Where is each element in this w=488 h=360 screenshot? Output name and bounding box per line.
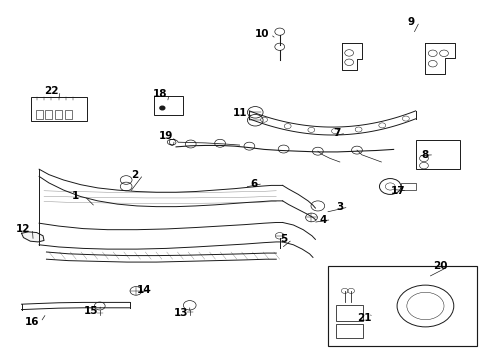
Bar — [415, 140, 459, 169]
Text: 5: 5 — [280, 234, 286, 244]
Text: 11: 11 — [232, 108, 246, 118]
Text: 9: 9 — [407, 17, 413, 27]
Bar — [335, 305, 362, 321]
Text: 19: 19 — [159, 131, 173, 141]
Polygon shape — [21, 232, 44, 242]
Circle shape — [160, 106, 164, 110]
Bar — [400, 183, 415, 190]
Text: 17: 17 — [390, 186, 405, 196]
Text: 13: 13 — [173, 308, 188, 318]
Text: 8: 8 — [421, 150, 428, 160]
Text: 16: 16 — [24, 317, 39, 327]
Text: 1: 1 — [72, 191, 79, 201]
Bar — [55, 110, 62, 119]
Text: 2: 2 — [131, 170, 138, 180]
Text: 20: 20 — [432, 261, 447, 271]
Text: 4: 4 — [318, 215, 326, 225]
Bar — [45, 110, 52, 119]
Text: 22: 22 — [44, 86, 59, 96]
Bar — [154, 96, 183, 115]
Text: 7: 7 — [333, 128, 341, 138]
Text: 6: 6 — [250, 179, 257, 189]
Text: 21: 21 — [356, 312, 371, 323]
Bar — [335, 324, 362, 338]
Text: 12: 12 — [16, 224, 31, 234]
Text: 14: 14 — [137, 285, 151, 295]
Text: 15: 15 — [83, 306, 98, 316]
Text: 10: 10 — [254, 29, 268, 39]
Text: 18: 18 — [153, 89, 167, 99]
Text: 3: 3 — [336, 202, 343, 212]
Bar — [65, 110, 72, 119]
Bar — [31, 97, 87, 121]
Bar — [327, 266, 476, 346]
Bar — [36, 110, 42, 119]
